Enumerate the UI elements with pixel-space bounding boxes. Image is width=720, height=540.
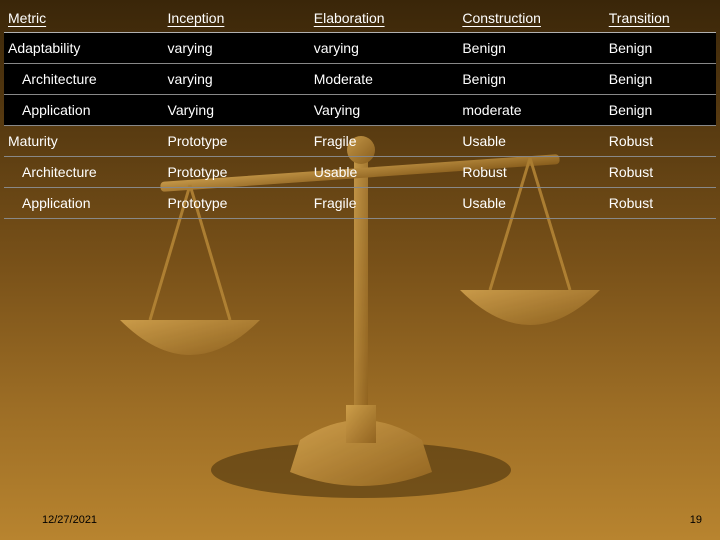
- data-cell: Varying: [160, 95, 306, 126]
- data-cell: Robust: [601, 157, 716, 188]
- metric-cell: Application: [4, 188, 160, 219]
- data-cell: Prototype: [160, 188, 306, 219]
- table-row: MaturityPrototypeFragileUsableRobust: [4, 126, 716, 157]
- data-cell: Fragile: [306, 188, 455, 219]
- footer-page-number: 19: [690, 514, 702, 526]
- data-cell: moderate: [454, 95, 600, 126]
- footer-date: 12/27/2021: [42, 514, 97, 526]
- data-cell: Moderate: [306, 64, 455, 95]
- table-row: ApplicationVaryingVaryingmoderateBenign: [4, 95, 716, 126]
- data-cell: Benign: [454, 64, 600, 95]
- metric-cell: Application: [4, 95, 160, 126]
- data-cell: Benign: [601, 95, 716, 126]
- metric-cell: Architecture: [4, 64, 160, 95]
- col-header-transition: Transition: [601, 6, 716, 33]
- table-row: ApplicationPrototypeFragileUsableRobust: [4, 188, 716, 219]
- data-cell: Varying: [306, 95, 455, 126]
- col-header-elaboration: Elaboration: [306, 6, 455, 33]
- col-header-construction: Construction: [454, 6, 600, 33]
- data-cell: Usable: [454, 188, 600, 219]
- table-row: ArchitecturevaryingModerateBenignBenign: [4, 64, 716, 95]
- data-cell: Fragile: [306, 126, 455, 157]
- data-cell: Benign: [454, 33, 600, 64]
- table-row: ArchitecturePrototypeUsableRobustRobust: [4, 157, 716, 188]
- data-cell: varying: [160, 33, 306, 64]
- metric-cell: Maturity: [4, 126, 160, 157]
- table-header-row: Metric Inception Elaboration Constructio…: [4, 6, 716, 33]
- data-cell: varying: [160, 64, 306, 95]
- data-cell: Prototype: [160, 126, 306, 157]
- col-header-inception: Inception: [160, 6, 306, 33]
- slide: Metric Inception Elaboration Constructio…: [0, 0, 720, 540]
- metric-cell: Adaptability: [4, 33, 160, 64]
- col-header-metric: Metric: [4, 6, 160, 33]
- data-cell: Usable: [454, 126, 600, 157]
- data-cell: Benign: [601, 33, 716, 64]
- metrics-table: Metric Inception Elaboration Constructio…: [4, 6, 716, 219]
- data-cell: Prototype: [160, 157, 306, 188]
- data-cell: Benign: [601, 64, 716, 95]
- data-cell: Robust: [454, 157, 600, 188]
- data-cell: Robust: [601, 188, 716, 219]
- data-cell: Usable: [306, 157, 455, 188]
- metric-cell: Architecture: [4, 157, 160, 188]
- data-cell: varying: [306, 33, 455, 64]
- table-row: AdaptabilityvaryingvaryingBenignBenign: [4, 33, 716, 64]
- data-cell: Robust: [601, 126, 716, 157]
